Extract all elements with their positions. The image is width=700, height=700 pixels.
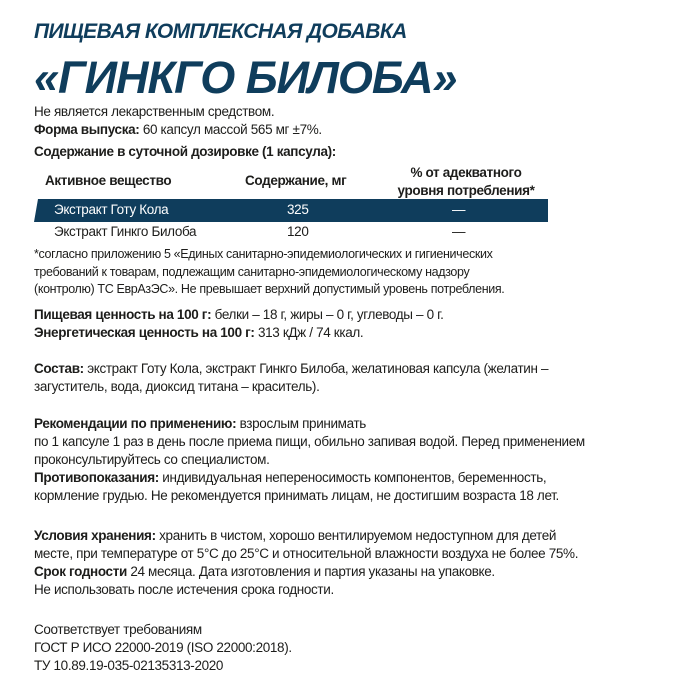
row-percent: — [452,202,466,217]
storage-text: хранить в чистом, хорошо вентилируемом н… [155,528,557,543]
usage-text: по 1 капсуле 1 раз в день после приема п… [34,434,585,449]
header-substance: Активное вещество [45,173,172,188]
nutrition-label: Пищевая ценность на 100 г: [34,307,212,322]
storage-text: Не использовать после истечения срока го… [34,582,334,597]
storage-text: месте, при температуре от 5°С до 25°С и … [34,546,579,561]
nutrition-value: белки – 18 г, жиры – 0 г, углеводы – 0 г… [211,307,444,322]
composition-text: экстракт Готу Кола, экстракт Гинкго Било… [83,361,549,376]
standards: Соответствует требованиям ГОСТ Р ИСО 220… [34,621,292,675]
composition-text: загуститель, вода, диоксид титана – крас… [34,379,320,394]
label-subtitle: ПИЩЕВАЯ КОМПЛЕКСНАЯ ДОБАВКА [34,20,407,43]
nutrition: Пищевая ценность на 100 г: белки – 18 г,… [34,306,444,342]
standards-line: Соответствует требованиям [34,622,202,637]
row-percent: — [452,224,466,239]
header-percent-line1: % от адекватного [410,165,522,180]
header-percent-line2: уровня потребления* [397,183,535,198]
energy-label: Энергетическая ценность на 100 г: [34,325,255,340]
highlight-row-bar [34,199,548,222]
shelf-life-value: 24 месяца. Дата изготовления и партия ук… [126,564,495,579]
usage-text: проконсультируйтесь со специалистом. [34,452,270,467]
row-amount: 325 [287,202,309,217]
usage-label: Рекомендации по применению: [34,416,237,431]
contra-text: индивидуальная непереносимость компонент… [158,470,547,485]
standards-line: ГОСТ Р ИСО 22000-2019 (ISO 22000:2018). [34,640,292,655]
table-caption: Содержание в суточной дозировке (1 капсу… [34,144,336,159]
composition: Состав: экстракт Готу Кола, экстракт Гин… [34,360,548,396]
usage-text: взрослым принимать [236,416,367,431]
footnote-line: требований к товарам, подлежащим санитар… [34,264,470,279]
row-name: Экстракт Готу Кола [54,202,169,217]
form-label: Форма выпуска: [34,122,140,137]
contra-label: Противопоказания: [34,470,159,485]
shelf-life-label: Срок годности [34,564,127,579]
contra-text: кормление грудью. Не рекомендуется прини… [34,488,559,503]
product-title: «ГИНКГО БИЛОБА» [34,52,458,103]
footnote-line: (контролю) ТС ЕврАзЭС». Не превышает вер… [34,282,505,296]
footnote-line: *согласно приложению 5 «Единых санитарно… [34,247,493,261]
footnote: *согласно приложению 5 «Единых санитарно… [34,246,505,299]
composition-label: Состав: [34,361,84,376]
form-line: Форма выпуска: 60 капсул массой 565 мг ±… [34,121,322,139]
standards-line: ТУ 10.89.19-035-02135313-2020 [34,658,224,673]
row-amount: 120 [287,224,309,239]
row-name: Экстракт Гинкго Билоба [54,224,197,239]
storage-label: Условия хранения: [34,528,156,543]
not-medicine-note: Не является лекарственным средством. [34,104,275,119]
header-percent: % от адекватного уровня потребления* [388,164,544,200]
intro: Не является лекарственным средством. Фор… [34,103,322,139]
header-amount: Содержание, мг [245,173,347,188]
energy-value: 313 кДж / 74 ккал. [254,325,364,340]
form-value: 60 капсул массой 565 мг ±7%. [139,122,322,137]
usage: Рекомендации по применению: взрослым при… [34,415,585,505]
storage: Условия хранения: хранить в чистом, хоро… [34,527,578,599]
